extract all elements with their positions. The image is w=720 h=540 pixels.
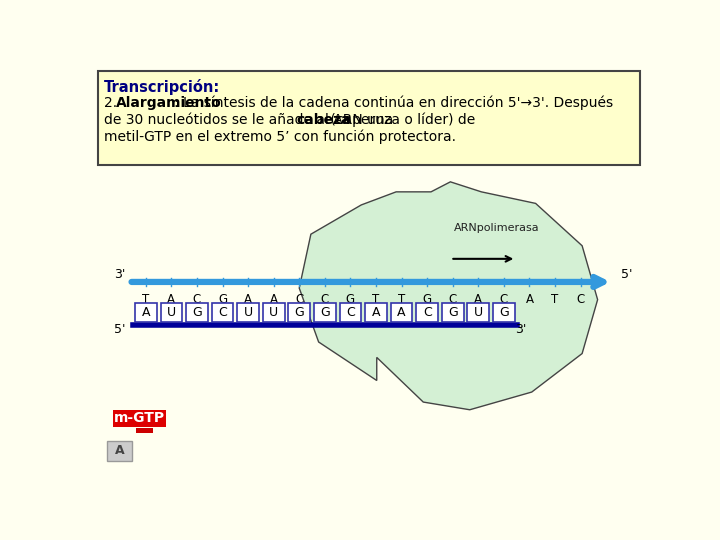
Text: C: C [577,293,585,306]
FancyBboxPatch shape [391,303,413,322]
FancyBboxPatch shape [212,303,233,322]
Text: C: C [423,306,431,319]
Text: 5': 5' [114,323,125,336]
Text: U: U [269,306,278,319]
Text: A: A [244,293,252,306]
FancyBboxPatch shape [289,303,310,322]
Text: U: U [243,306,253,319]
Text: 3': 3' [516,323,526,336]
Text: : La síntesis de la cadena continúa en dirección 5'→3'. Después: : La síntesis de la cadena continúa en d… [174,96,613,110]
FancyBboxPatch shape [263,303,284,322]
FancyBboxPatch shape [136,428,153,433]
Text: A: A [526,293,534,306]
Text: 3': 3' [114,268,125,281]
Text: Transcripción:: Transcripción: [104,79,220,94]
FancyBboxPatch shape [186,303,208,322]
Text: ARNpolimerasa: ARNpolimerasa [454,222,540,233]
Text: G: G [192,306,202,319]
Text: C: C [193,293,201,306]
Text: A: A [114,444,125,457]
Text: T: T [552,293,559,306]
Text: C: C [320,293,329,306]
Text: G: G [320,306,330,319]
Text: de 30 nucleótidos se le añade al ARN una: de 30 nucleótidos se le añade al ARN una [104,112,397,126]
Text: 5': 5' [621,268,632,281]
FancyBboxPatch shape [107,441,132,461]
Text: T: T [142,293,150,306]
Text: G: G [294,306,304,319]
FancyBboxPatch shape [135,303,157,322]
Text: G: G [218,293,227,306]
Text: C: C [500,293,508,306]
FancyBboxPatch shape [238,303,259,322]
Text: C: C [346,306,355,319]
Text: metil‑GTP en el extremo 5’ con función protectora.: metil‑GTP en el extremo 5’ con función p… [104,130,456,144]
Polygon shape [300,182,598,410]
Text: cabeza: cabeza [296,112,351,126]
Text: C: C [218,306,227,319]
FancyBboxPatch shape [98,71,640,165]
Text: 2.: 2. [104,96,122,110]
Text: C: C [295,293,303,306]
Text: G: G [499,306,509,319]
FancyBboxPatch shape [340,303,361,322]
FancyBboxPatch shape [161,303,182,322]
FancyBboxPatch shape [467,303,489,322]
Text: G: G [448,306,458,319]
Text: m-GTP: m-GTP [114,411,165,425]
FancyBboxPatch shape [113,410,166,427]
Text: T: T [398,293,405,306]
Text: A: A [372,306,380,319]
Text: (caperuza o líder) de: (caperuza o líder) de [325,112,475,127]
Text: T: T [372,293,379,306]
Text: A: A [474,293,482,306]
Text: U: U [167,306,176,319]
FancyBboxPatch shape [365,303,387,322]
Text: U: U [474,306,483,319]
Text: Alargamiento: Alargamiento [116,96,221,110]
FancyBboxPatch shape [416,303,438,322]
FancyBboxPatch shape [442,303,464,322]
Text: A: A [142,306,150,319]
FancyBboxPatch shape [314,303,336,322]
FancyBboxPatch shape [493,303,515,322]
Text: G: G [346,293,355,306]
Text: G: G [423,293,432,306]
Text: C: C [449,293,456,306]
Text: A: A [270,293,278,306]
Text: A: A [167,293,176,306]
Text: A: A [397,306,406,319]
